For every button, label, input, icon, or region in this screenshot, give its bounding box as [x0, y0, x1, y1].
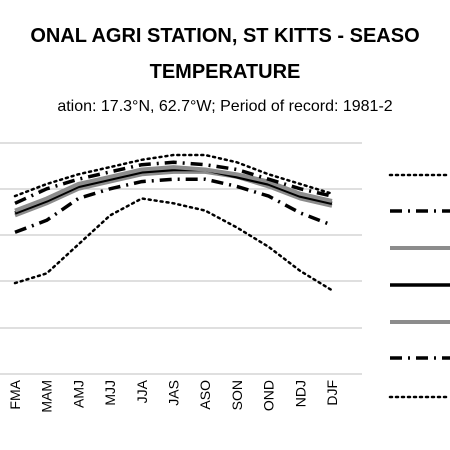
series-line-3: [14, 169, 333, 218]
x-tick-label: AMJ: [70, 380, 86, 408]
legend: [388, 173, 450, 399]
series-line-4: [14, 167, 333, 215]
x-tick-label: FMA: [7, 379, 23, 409]
x-tick-label: MJJ: [102, 380, 118, 406]
series-line-5: [14, 165, 333, 213]
x-tick-label: MAM: [39, 380, 55, 413]
x-tick-label: OND: [261, 380, 277, 411]
series-line-7: [13, 153, 334, 198]
x-tick-label: SON: [229, 380, 245, 410]
gridlines: [0, 142, 362, 375]
x-tick-label: DJF: [324, 380, 340, 406]
series-lines: [13, 153, 334, 292]
x-tick-label: NDJ: [292, 380, 308, 407]
x-axis-tick-labels: FMA MAM AMJ MJJ JJA JAS ASO SON OND NDJ DJF: [7, 379, 340, 412]
chart-subtitle: ation: 17.3°N, 62.7°W; Period of record:…: [57, 98, 392, 115]
x-tick-label: ASO: [197, 380, 213, 410]
series-line-1: [13, 197, 334, 292]
series-line-2: [14, 177, 333, 234]
x-tick-label: JAS: [166, 380, 182, 406]
series-line-6: [14, 160, 333, 205]
x-tick-label: JJA: [134, 379, 150, 403]
chart-title-line-2: TEMPERATURE: [150, 61, 301, 83]
chart-title-line-1: ONAL AGRI STATION, ST KITTS - SEASO: [30, 25, 419, 47]
